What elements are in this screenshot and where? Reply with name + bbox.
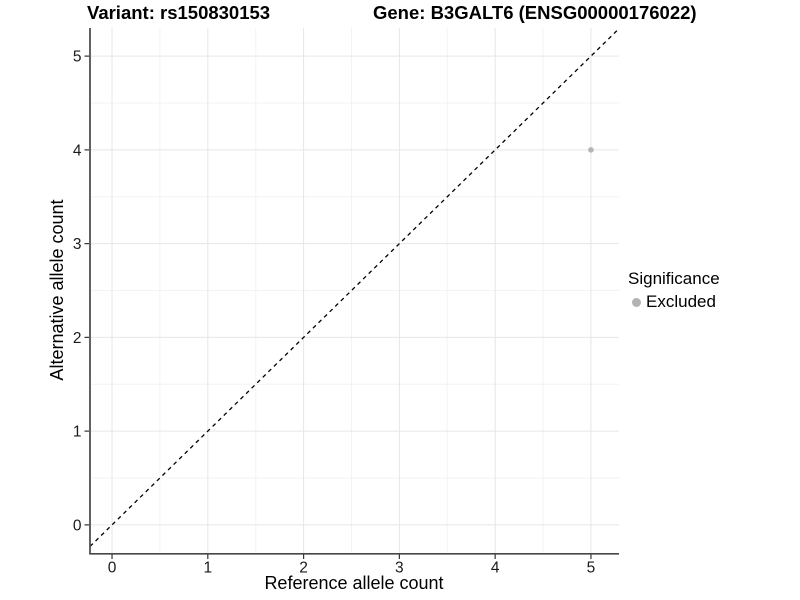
x-tick-label: 4 [491, 560, 500, 577]
legend-title: Significance [628, 269, 720, 288]
legend-point-icon [632, 297, 641, 307]
x-tick-label: 1 [203, 560, 212, 577]
identity-reference-line [89, 28, 620, 547]
y-tick-label: 3 [73, 236, 82, 253]
x-tick-label: 2 [299, 560, 308, 577]
y-tick-label: 5 [73, 49, 82, 66]
legend-item-excluded: Excluded [628, 292, 720, 312]
data-point [588, 147, 594, 153]
legend-item-label: Excluded [646, 292, 716, 311]
x-axis-label: Reference allele count [264, 573, 444, 593]
y-tick-label: 1 [73, 424, 82, 441]
x-tick-label: 5 [587, 560, 596, 577]
x-tick-label: 0 [108, 560, 117, 577]
x-tick-label: 3 [395, 560, 404, 577]
y-tick-label: 0 [73, 517, 82, 534]
y-tick-label: 4 [73, 142, 82, 159]
y-tick-label: 2 [73, 330, 82, 347]
y-axis-label: Alternative allele count [47, 199, 67, 381]
gene-title: Gene: B3GALT6 (ENSG00000176022) [373, 2, 697, 23]
legend: Significance Excluded [628, 269, 720, 312]
variant-title: Variant: rs150830153 [87, 2, 271, 23]
